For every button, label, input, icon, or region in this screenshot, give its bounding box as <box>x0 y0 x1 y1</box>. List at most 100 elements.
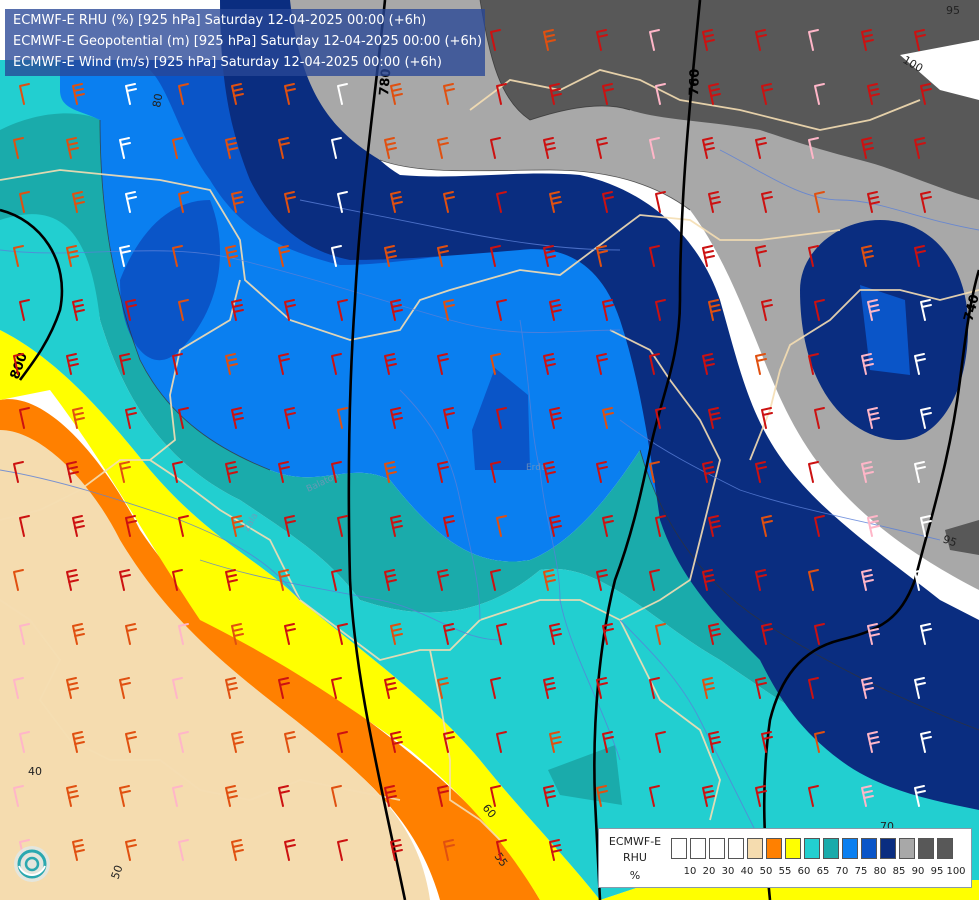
wind-barb-icon <box>443 731 455 753</box>
wind-barb-icon <box>172 569 183 591</box>
wind-barb-icon <box>225 245 238 267</box>
wind-barb-icon <box>867 731 880 753</box>
wind-barb-icon <box>543 29 556 51</box>
wind-barb-icon <box>596 29 608 51</box>
wind-barb-icon <box>755 461 767 483</box>
wind-barb-icon <box>119 677 131 699</box>
legend-tick-label: 65 <box>816 866 830 877</box>
wind-barb-icon <box>755 353 767 375</box>
wind-barbs <box>13 29 932 861</box>
wind-barb-icon <box>914 785 926 807</box>
wind-barb-icon <box>649 461 660 483</box>
wind-barb-icon <box>755 785 767 807</box>
wind-barb-icon <box>390 407 403 429</box>
rhu-label-40: 40 <box>28 765 42 778</box>
wind-barb-icon <box>331 245 342 267</box>
wind-barb-icon <box>125 515 137 537</box>
legend-tick-label: 30 <box>721 866 735 877</box>
wind-barb-icon <box>384 137 397 159</box>
rhu-region-90 <box>290 0 979 590</box>
wind-barb-icon <box>702 245 715 267</box>
legend-tick-label: 40 <box>740 866 754 877</box>
wind-barb-icon <box>920 83 932 105</box>
wind-barb-icon <box>13 677 24 699</box>
wind-barb-icon <box>384 785 397 807</box>
wind-barb-icon <box>814 83 825 105</box>
legend-tick-label: 85 <box>892 866 906 877</box>
wind-barb-icon <box>549 731 562 753</box>
rhu-region-65 <box>0 60 979 900</box>
wind-barb-icon <box>602 191 614 213</box>
wind-barb-icon <box>596 677 608 699</box>
wind-barb-icon <box>861 569 874 591</box>
title-geopotential: ECMWF-E Geopotential (m) [925 hPa] Satur… <box>13 34 483 49</box>
wind-barb-icon <box>755 29 767 51</box>
rhu-legend: ECMWF-E RHU % 10 20 30 40 50 55 60 65 70 75 80 85 90… <box>598 828 972 888</box>
wind-barb-icon <box>814 299 825 321</box>
wind-barb-icon <box>702 569 715 591</box>
rhu-region-85 <box>220 0 979 810</box>
wind-barb-icon <box>178 407 189 429</box>
wind-barb-icon <box>920 623 932 645</box>
wind-barb-icon <box>337 83 348 105</box>
wind-barb-icon <box>708 407 721 429</box>
wind-barb-icon <box>808 245 819 267</box>
wind-barb-icon <box>914 137 926 159</box>
wind-barb-icon <box>384 677 397 699</box>
wind-barb-icon <box>808 353 819 375</box>
wind-barb-icon <box>178 731 189 753</box>
wind-barb-icon <box>384 245 397 267</box>
wind-barb-icon <box>702 677 715 699</box>
rhu-label-95-top: 95 <box>946 4 960 17</box>
wind-barb-icon <box>596 785 608 807</box>
legend-tick-label: 70 <box>835 866 849 877</box>
legend-tick-label: 50 <box>759 866 773 877</box>
wind-barb-icon <box>490 785 501 807</box>
wind-barb-icon <box>331 353 342 375</box>
wind-barb-icon <box>125 83 137 105</box>
wind-barb-icon <box>543 785 556 807</box>
wind-barb-icon <box>808 569 819 591</box>
wind-barb-icon <box>867 515 880 537</box>
wind-barb-icon <box>702 461 715 483</box>
wind-barb-icon <box>278 785 290 807</box>
wind-barb-icon <box>549 623 562 645</box>
wind-barb-icon <box>331 569 342 591</box>
wind-barb-icon <box>437 461 449 483</box>
wind-barb-icon <box>66 137 79 159</box>
wind-barb-icon <box>231 191 244 213</box>
wind-barb-icon <box>13 461 24 483</box>
wind-barb-icon <box>390 515 403 537</box>
wind-barb-icon <box>337 299 348 321</box>
wind-barb-icon <box>496 623 507 645</box>
wind-barb-icon <box>119 461 131 483</box>
wind-barb-icon <box>814 407 825 429</box>
wind-barb-icon <box>231 407 244 429</box>
wind-barb-icon <box>390 299 403 321</box>
legend-swatch <box>804 838 820 859</box>
wind-barb-icon <box>284 731 296 753</box>
wind-barb-icon <box>443 407 455 429</box>
wind-barb-icon <box>125 191 137 213</box>
wind-barb-icon <box>19 407 30 429</box>
legend-tick-label: 100 <box>946 866 966 877</box>
place-erdu: Erdu <box>526 463 547 473</box>
wind-barb-icon <box>702 29 715 51</box>
geo-label-760: 760 <box>687 68 703 96</box>
legend-title-model: ECMWF-E <box>608 835 662 848</box>
rivers <box>0 149 979 841</box>
wind-barb-icon <box>496 407 507 429</box>
rhu-label-50: 50 <box>109 863 126 881</box>
wind-barb-icon <box>490 569 501 591</box>
legend-swatch <box>823 838 839 859</box>
wind-barb-icon <box>649 785 660 807</box>
wind-barb-icon <box>808 677 819 699</box>
wind-barb-icon <box>543 677 556 699</box>
wind-barb-icon <box>867 299 880 321</box>
wind-barb-icon <box>814 191 825 213</box>
wind-barb-icon <box>437 137 449 159</box>
legend-tick-label: 80 <box>873 866 887 877</box>
wind-barb-icon <box>596 137 608 159</box>
ecmwf-logo-icon <box>14 846 50 882</box>
